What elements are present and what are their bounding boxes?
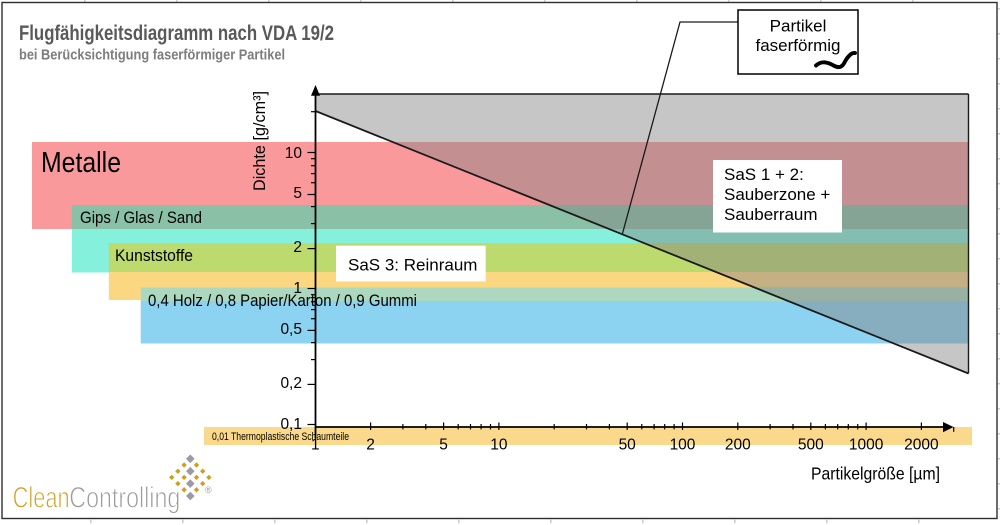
svg-text:bei Berücksichtigung faserförm: bei Berücksichtigung faserförmiger Parti… — [19, 47, 285, 64]
svg-text:100: 100 — [670, 437, 696, 454]
svg-text:1: 1 — [293, 280, 302, 297]
svg-text:Controlling: Controlling — [69, 482, 180, 515]
svg-text:2: 2 — [366, 437, 375, 454]
svg-text:2: 2 — [293, 239, 302, 256]
svg-text:50: 50 — [619, 437, 637, 454]
svg-text:1: 1 — [311, 437, 320, 454]
svg-text:Kunststoffe: Kunststoffe — [115, 247, 193, 265]
svg-text:Sauberzone +: Sauberzone + — [724, 185, 830, 204]
svg-text:faserförmig: faserförmig — [755, 36, 840, 55]
svg-text:200: 200 — [725, 437, 751, 454]
svg-text:5: 5 — [293, 185, 302, 202]
svg-text:10: 10 — [490, 437, 508, 454]
svg-text:0,5: 0,5 — [280, 321, 302, 338]
svg-text:Partikelgröße [µm]: Partikelgröße [µm] — [811, 463, 940, 483]
svg-text:2000: 2000 — [904, 437, 939, 454]
svg-text:Partikel: Partikel — [770, 17, 827, 36]
svg-text:1000: 1000 — [849, 437, 884, 454]
svg-text:0,1: 0,1 — [280, 416, 302, 433]
svg-text:SaS 1 + 2:: SaS 1 + 2: — [724, 165, 804, 184]
svg-text:0,2: 0,2 — [280, 375, 302, 392]
svg-text:Clean: Clean — [13, 482, 70, 515]
svg-text:10: 10 — [285, 145, 303, 162]
svg-text:0,01 Thermoplastische Schaumte: 0,01 Thermoplastische Schaumteile — [212, 431, 349, 443]
svg-text:5: 5 — [439, 437, 448, 454]
svg-text:®: ® — [205, 485, 212, 495]
svg-text:Dichte [g/cm³]: Dichte [g/cm³] — [251, 91, 269, 191]
svg-text:500: 500 — [798, 437, 824, 454]
svg-text:SaS 3: Reinraum: SaS 3: Reinraum — [348, 256, 477, 275]
svg-text:0,4 Holz / 0,8 Papier/Karton /: 0,4 Holz / 0,8 Papier/Karton / 0,9 Gummi — [148, 292, 417, 310]
svg-text:Sauberraum: Sauberraum — [724, 205, 818, 224]
svg-text:Gips / Glas / Sand: Gips / Glas / Sand — [80, 209, 202, 227]
svg-text:Metalle: Metalle — [41, 147, 121, 179]
svg-text:Flugfähigkeitsdiagramm nach VD: Flugfähigkeitsdiagramm nach VDA 19/2 — [19, 22, 334, 45]
